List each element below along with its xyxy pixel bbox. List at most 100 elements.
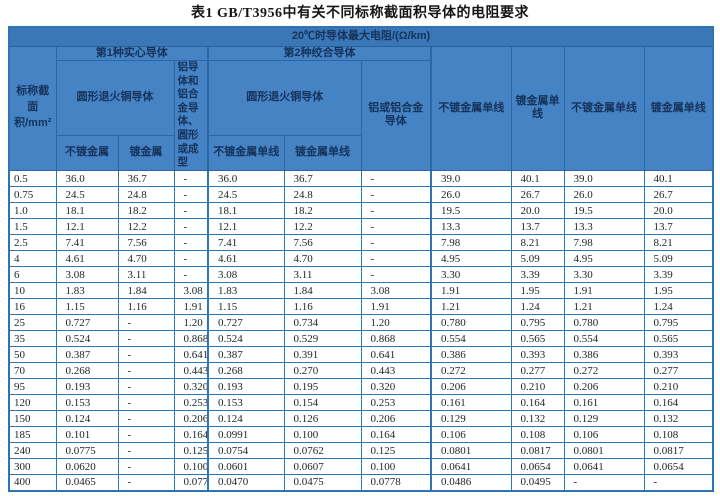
size-cell: 16 <box>8 298 57 316</box>
value-cell: 1.91 <box>173 298 209 316</box>
value-cell: 1.95 <box>643 282 714 300</box>
value-cell: 0.0762 <box>283 442 362 460</box>
subheader-copper-solid: 圆形退火铜导体 <box>55 59 175 136</box>
group-header-solid-class1: 第1种实心导体 <box>55 45 209 61</box>
value-cell: 0.0991 <box>207 426 285 444</box>
value-cell: 0.780 <box>563 314 645 332</box>
value-cell: 7.56 <box>117 234 175 252</box>
value-cell: 0.253 <box>173 394 209 412</box>
value-cell: - <box>117 426 175 444</box>
size-cell: 300 <box>8 458 57 476</box>
value-cell: 0.129 <box>430 410 512 428</box>
value-cell: - <box>173 170 209 188</box>
value-cell: - <box>117 474 175 492</box>
banner-cell: 20℃时导体最大电阻/(Ω/km) <box>8 26 714 47</box>
value-cell: 4.61 <box>55 250 119 268</box>
value-cell: 40.1 <box>510 170 565 188</box>
subheader-unplated: 不镀金属 <box>55 134 119 172</box>
size-cell: 0.5 <box>8 170 57 188</box>
value-cell: 0.124 <box>207 410 285 428</box>
value-cell: 0.391 <box>283 346 362 364</box>
value-cell: 12.1 <box>207 218 285 236</box>
value-cell: 3.39 <box>643 266 714 284</box>
value-cell: 0.386 <box>563 346 645 364</box>
value-cell: 3.08 <box>360 282 432 300</box>
value-cell: 3.08 <box>173 282 209 300</box>
value-cell: 0.868 <box>173 330 209 348</box>
value-cell: 1.15 <box>55 298 119 316</box>
value-cell: 18.2 <box>283 202 362 220</box>
value-cell: 0.641 <box>173 346 209 364</box>
value-cell: 0.101 <box>55 426 119 444</box>
value-cell: 0.443 <box>360 362 432 380</box>
value-cell: 0.100 <box>173 458 209 476</box>
table-row: 2.5 7.41 7.56-7.41 7.56-7.98 8.21 7.98 8.21 <box>8 234 714 252</box>
value-cell: - <box>117 362 175 380</box>
value-cell: - <box>360 170 432 188</box>
value-cell: 36.7 <box>283 170 362 188</box>
value-cell: - <box>117 346 175 364</box>
size-cell: 35 <box>8 330 57 348</box>
table-row: 185 0.101-0.164 0.0991 0.100 0.164 0.106 0.108… <box>8 426 714 444</box>
size-cell: 150 <box>8 410 57 428</box>
value-cell: 4.70 <box>117 250 175 268</box>
value-cell: 0.154 <box>283 394 362 412</box>
value-cell: 0.193 <box>207 378 285 396</box>
size-cell: 0.75 <box>8 186 57 204</box>
value-cell: 26.7 <box>643 186 714 204</box>
value-cell: 0.0475 <box>283 474 362 492</box>
value-cell: 3.08 <box>207 266 285 284</box>
table-row: 16 1.15 1.16 1.91 1.15 1.16 1.91 1.21 1.24 1.21 1.… <box>8 298 714 316</box>
value-cell: 0.443 <box>173 362 209 380</box>
value-cell: - <box>173 250 209 268</box>
value-cell: - <box>360 218 432 236</box>
value-cell: - <box>173 234 209 252</box>
value-cell: 0.210 <box>643 378 714 396</box>
table-title: 表1 GB/T3956中有关不同标称截面积导体的电阻要求 <box>191 6 529 21</box>
value-cell: 26.0 <box>430 186 512 204</box>
value-cell: 0.0654 <box>643 458 714 476</box>
value-cell: - <box>360 234 432 252</box>
value-cell: 0.727 <box>207 314 285 332</box>
value-cell: - <box>117 442 175 460</box>
value-cell: 0.524 <box>207 330 285 348</box>
value-cell: - <box>117 394 175 412</box>
subheader-unplated-wire: 不镀金属单线 <box>207 134 285 172</box>
value-cell: 19.5 <box>430 202 512 220</box>
table-row: 4 4.61 4.70-4.61 4.70-4.95 5.09 4.95 5.09 <box>8 250 714 268</box>
value-cell: 0.277 <box>510 362 565 380</box>
value-cell: 20.0 <box>643 202 714 220</box>
value-cell: 0.106 <box>563 426 645 444</box>
value-cell: 7.41 <box>55 234 119 252</box>
value-cell: 0.106 <box>430 426 512 444</box>
subheader-aluminium-stranded: 铝或铝合金导体 <box>360 59 432 172</box>
table-row: 35 0.524-0.868 0.524 0.529 0.868 0.554 0.565 0.… <box>8 330 714 348</box>
value-cell: 0.125 <box>173 442 209 460</box>
value-cell: - <box>360 266 432 284</box>
value-cell: 4.70 <box>283 250 362 268</box>
value-cell: 12.1 <box>55 218 119 236</box>
value-cell: 3.11 <box>117 266 175 284</box>
value-cell: 0.206 <box>360 410 432 428</box>
value-cell: 0.161 <box>430 394 512 412</box>
value-cell: 0.641 <box>360 346 432 364</box>
value-cell: 0.0654 <box>510 458 565 476</box>
table-row: 1.0 18.1 18.2-18.1 18.2-19.5 20.0 19.5 20.0 <box>8 202 714 220</box>
value-cell: - <box>360 250 432 268</box>
nominal-area-header: 标称截面积/mm² <box>8 45 57 172</box>
value-cell: 0.268 <box>207 362 285 380</box>
value-cell: 0.529 <box>283 330 362 348</box>
size-cell: 70 <box>8 362 57 380</box>
value-cell: 0.554 <box>563 330 645 348</box>
tail-header-unplated-wire-2: 不镀金属单线 <box>563 45 645 172</box>
value-cell: 0.0754 <box>207 442 285 460</box>
value-cell: 0.108 <box>510 426 565 444</box>
value-cell: 39.0 <box>563 170 645 188</box>
value-cell: 7.41 <box>207 234 285 252</box>
value-cell: 0.795 <box>510 314 565 332</box>
value-cell: 1.95 <box>510 282 565 300</box>
value-cell: 13.3 <box>430 218 512 236</box>
value-cell: 0.524 <box>55 330 119 348</box>
value-cell: 0.100 <box>283 426 362 444</box>
